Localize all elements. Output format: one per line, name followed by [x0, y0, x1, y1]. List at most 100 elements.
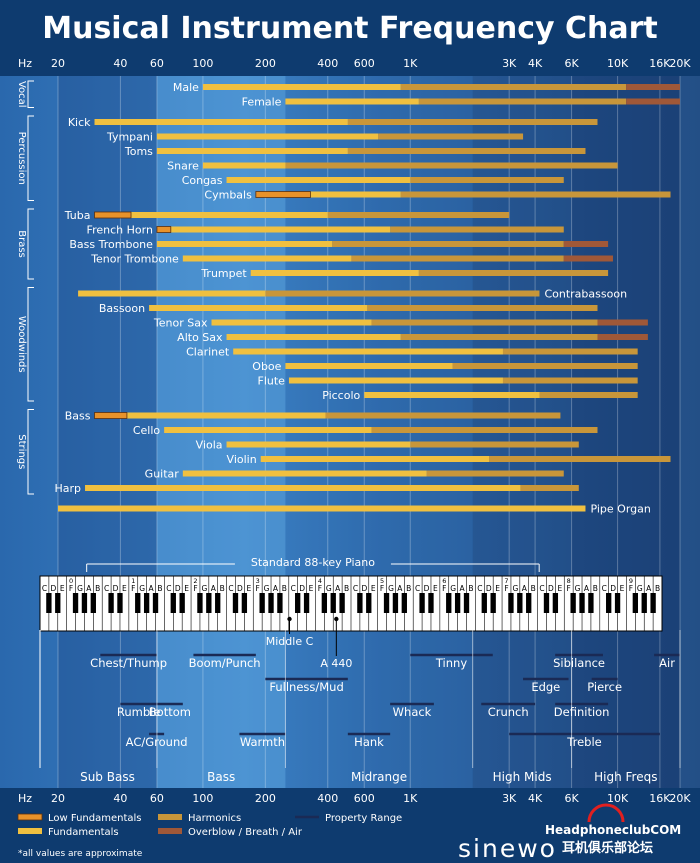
black-key — [72, 593, 79, 613]
top-tick-600: 600 — [354, 57, 375, 70]
octave-number-5: 5 — [380, 577, 384, 585]
bar-bass-trombone-over — [563, 241, 609, 247]
bar-label-toms: Toms — [124, 145, 153, 158]
top-tick-400: 400 — [317, 57, 338, 70]
bar-male-over — [626, 84, 680, 90]
bottom-tick-20: 20 — [51, 792, 65, 805]
legend-label-property-range: Property Range — [325, 813, 402, 824]
group-labels: Vocal Percussion Brass Woodwinds Strings — [16, 80, 34, 495]
bar-clarinet-harm — [502, 348, 638, 355]
black-key — [152, 593, 159, 613]
watermark-line2: 耳机俱乐部论坛 — [562, 840, 653, 856]
note-letter: D — [50, 584, 56, 593]
bar-tuba-harm — [327, 212, 510, 218]
property-label-whack: Whack — [393, 705, 432, 719]
bar-cello-harm — [371, 427, 598, 433]
note-letter: C — [42, 584, 47, 593]
group-label-woodwinds: Woodwinds — [16, 316, 27, 373]
bar-bassoon-fund — [149, 305, 368, 311]
piano-keyboard: 0C D E F G A B1C D E F G A B2C D E F G A B3C D E F G A B4C D E F G A B… — [39, 575, 663, 632]
bottom-tick-20k: 20K — [669, 792, 691, 805]
note-letter: G — [637, 584, 643, 593]
note-letter: A — [397, 584, 403, 593]
note-letter: A — [460, 584, 466, 593]
note-letter: C — [166, 584, 171, 593]
property-label-tinny: Tinny — [435, 656, 467, 670]
note-letter: B — [655, 584, 660, 593]
footnote: *all values are approximate — [18, 849, 143, 859]
black-key — [295, 593, 301, 613]
bar-label-snare: Snare — [167, 160, 199, 173]
bar-trumpet-harm — [418, 270, 609, 276]
bar-french-horn-harm — [390, 226, 564, 233]
black-key — [268, 593, 274, 613]
black-key — [606, 593, 612, 613]
range-label-bass: Bass — [207, 770, 235, 784]
black-key — [259, 593, 265, 613]
note-letter: F — [256, 584, 260, 593]
note-letter: D — [486, 584, 492, 593]
bar-congas-fund — [226, 177, 411, 183]
bar-trumpet-fund — [250, 270, 419, 276]
note-letter: A — [273, 584, 279, 593]
range-label-high-mids: High Mids — [493, 770, 552, 784]
note-letter: A — [211, 584, 217, 593]
black-key — [517, 593, 523, 613]
bar-male-fund — [202, 84, 401, 90]
chart-title: Musical Instrument Frequency Chart — [42, 11, 658, 46]
group-label-brass: Brass — [16, 230, 27, 258]
legend-swatch-fundamentals — [18, 828, 42, 834]
note-letter: C — [539, 584, 544, 593]
bar-contrabassoon-fund — [78, 290, 266, 297]
bar-tuba-low — [94, 211, 132, 219]
bottom-tick-3k: 3K — [502, 792, 517, 805]
property-label-chest-thump: Chest/Thump — [90, 656, 167, 670]
group-label-strings: Strings — [16, 434, 27, 469]
note-letter: A — [646, 584, 652, 593]
top-axis-unit: Hz — [18, 57, 32, 70]
top-tick-60: 60 — [150, 57, 164, 70]
octave-number-7: 7 — [504, 577, 508, 585]
bar-alto-sax-fund — [226, 334, 401, 340]
marker-label-a-440: A 440 — [320, 657, 352, 670]
note-letter: F — [567, 584, 571, 593]
property-label-treble: Treble — [566, 735, 601, 749]
octave-number-8: 8 — [567, 577, 571, 585]
bar-pipe-organ-fund — [58, 505, 586, 512]
bar-label-contrabassoon: Contrabassoon — [544, 288, 627, 301]
legend-label-overblow-breath-air: Overblow / Breath / Air — [188, 827, 303, 838]
range-label-midrange: Midrange — [351, 770, 407, 784]
bar-label-trumpet: Trumpet — [200, 267, 247, 280]
bar-bass-harm — [325, 412, 561, 419]
note-letter: G — [77, 584, 83, 593]
note-letter: B — [468, 584, 473, 593]
bar-label-bass: Bass — [65, 410, 91, 423]
marker-dot-a-440 — [334, 616, 339, 622]
note-letter: E — [246, 584, 251, 593]
bar-cello-fund — [164, 427, 372, 433]
piano-label: Standard 88-key Piano — [251, 556, 375, 569]
bar-oboe-harm — [452, 363, 638, 369]
note-letter: E — [433, 584, 438, 593]
bar-label-pipe-organ: Pipe Organ — [590, 503, 650, 516]
bar-label-bassoon: Bassoon — [99, 302, 145, 315]
note-letter: F — [318, 584, 322, 593]
note-letter: B — [531, 584, 536, 593]
bar-label-harp: Harp — [54, 482, 81, 495]
note-letter: C — [104, 584, 109, 593]
bar-label-kick: Kick — [68, 116, 91, 129]
bar-bass-fund — [126, 412, 326, 419]
property-label-warmth: Warmth — [240, 735, 285, 749]
note-letter: B — [282, 584, 287, 593]
octave-number-4: 4 — [318, 577, 322, 585]
black-key — [614, 593, 621, 613]
bottom-tick-100: 100 — [192, 792, 213, 805]
black-key — [206, 593, 212, 613]
octave-number-9: 9 — [629, 577, 633, 585]
black-key — [366, 593, 372, 613]
bar-alto-sax-over — [597, 334, 648, 340]
note-letter: B — [593, 584, 598, 593]
note-letter: B — [157, 584, 162, 593]
note-letter: C — [477, 584, 482, 593]
